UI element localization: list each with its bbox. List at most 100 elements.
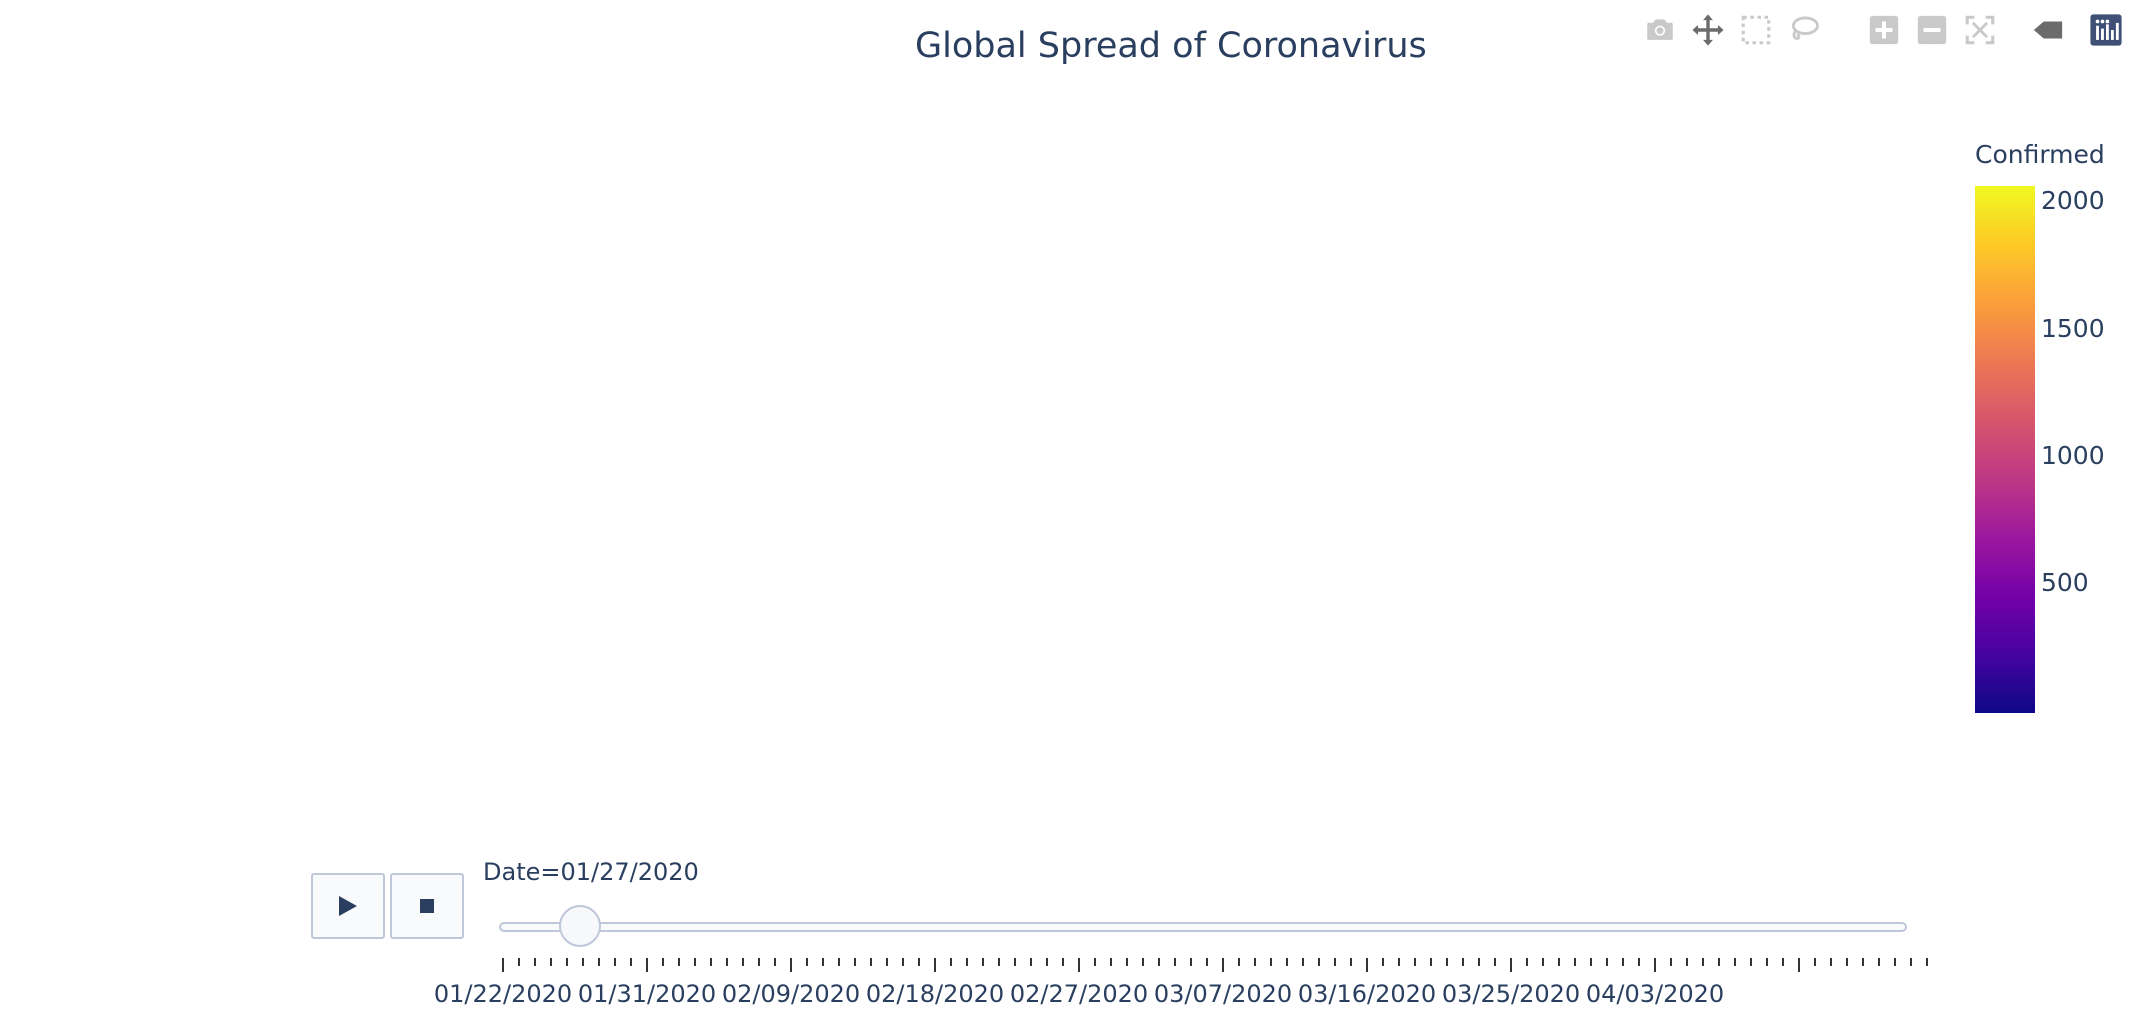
slider-minor-tick [1190,958,1192,966]
slider-minor-tick [598,958,600,966]
slider-minor-tick [1590,958,1592,966]
slider-minor-tick [710,958,712,966]
colorbar-tick-label: 2000 [2041,186,2105,215]
slider-minor-tick [1862,958,1864,966]
colorbar-title: Confirmed [1975,140,2105,169]
slider-minor-tick [1702,958,1704,966]
slider-date-label: 02/27/2020 [1009,980,1149,1008]
slider-minor-tick [886,958,888,966]
slider-minor-tick [1014,958,1016,966]
slider-minor-tick [1622,958,1624,966]
zoom-out-icon[interactable] [1912,10,1952,50]
slider-minor-tick [1638,958,1640,966]
slider-date-label: 04/03/2020 [1585,980,1725,1008]
chart-title: Global Spread of Coronavirus [915,26,1427,66]
slider-minor-tick [1398,958,1400,966]
slider-minor-tick [1286,958,1288,966]
slider-date-label: 02/18/2020 [865,980,1005,1008]
box-select-icon[interactable] [1736,10,1776,50]
colorbar-tick-label: 500 [2041,568,2089,597]
slider-minor-tick [1382,958,1384,966]
slider-minor-tick [1238,958,1240,966]
slider-minor-tick [918,958,920,966]
slider-minor-tick [1814,958,1816,966]
slider-minor-tick [1478,958,1480,966]
colorbar-gradient [1975,186,2035,713]
slider-minor-tick [582,958,584,966]
slider-major-tick [1654,958,1656,972]
slider-date-label: 03/07/2020 [1153,980,1293,1008]
stop-icon [420,899,434,913]
play-button[interactable] [311,873,385,939]
slider-minor-tick [1910,958,1912,966]
colorbar-tick-label: 1000 [2041,441,2105,470]
slider-minor-tick [1174,958,1176,966]
slider-current-value: Date=01/27/2020 [483,858,699,886]
chart-title-area: Global Spread of Coronavirus [0,0,2150,90]
slider-major-tick [790,958,792,972]
play-icon [339,896,357,916]
slider-minor-tick [1030,958,1032,966]
slider-date-label: 01/22/2020 [433,980,573,1008]
slider-minor-tick [566,958,568,966]
slider-minor-tick [1846,958,1848,966]
slider-minor-tick [806,958,808,966]
slider-minor-tick [1766,958,1768,966]
slider-major-tick [1366,958,1368,972]
slider-minor-tick [1302,958,1304,966]
slider-minor-tick [534,958,536,966]
slider-minor-tick [726,958,728,966]
slider-minor-tick [742,958,744,966]
colorbar-tick-label: 1500 [2041,314,2105,343]
slider-minor-tick [694,958,696,966]
slider-minor-tick [1350,958,1352,966]
slider-date-label: 02/09/2020 [721,980,861,1008]
slider-minor-tick [1062,958,1064,966]
slider-minor-tick [1446,958,1448,966]
camera-icon[interactable] [1640,10,1680,50]
slider-handle[interactable] [559,905,601,947]
slider-minor-tick [1750,958,1752,966]
slider-major-tick [502,958,504,972]
autoscale-icon[interactable] [1960,10,2000,50]
slider-minor-tick [1686,958,1688,966]
slider-minor-tick [1414,958,1416,966]
slider-minor-tick [1606,958,1608,966]
slider-minor-tick [1670,958,1672,966]
slider-date-label: 03/25/2020 [1441,980,1581,1008]
slider-major-tick [646,958,648,972]
slider-minor-tick [838,958,840,966]
slider-minor-tick [630,958,632,966]
slider-minor-tick [1206,958,1208,966]
plotly-logo-icon[interactable] [2086,10,2126,50]
stop-button[interactable] [390,873,464,939]
slider-minor-tick [822,958,824,966]
hover-tag-icon[interactable] [2028,10,2068,50]
slider-minor-tick [1334,958,1336,966]
slider-minor-tick [1430,958,1432,966]
slider-minor-tick [1462,958,1464,966]
slider-minor-tick [1126,958,1128,966]
slider-minor-tick [1142,958,1144,966]
slider-minor-tick [1782,958,1784,966]
zoom-in-icon[interactable] [1864,10,1904,50]
slider-minor-tick [1558,958,1560,966]
slider-date-label: 03/16/2020 [1297,980,1437,1008]
slider-minor-tick [518,958,520,966]
pan-icon[interactable] [1688,10,1728,50]
slider-minor-tick [950,958,952,966]
slider-minor-tick [1494,958,1496,966]
lasso-icon[interactable] [1784,10,1824,50]
slider-rail[interactable] [499,922,1907,932]
slider-minor-tick [966,958,968,966]
slider-minor-tick [902,958,904,966]
slider-minor-tick [1158,958,1160,966]
slider-major-tick [1078,958,1080,972]
slider-minor-tick [1110,958,1112,966]
slider-minor-tick [1926,958,1928,966]
slider-date-label: 01/31/2020 [577,980,717,1008]
slider-minor-tick [1318,958,1320,966]
slider-minor-tick [550,958,552,966]
slider-minor-tick [1830,958,1832,966]
slider-minor-tick [1526,958,1528,966]
